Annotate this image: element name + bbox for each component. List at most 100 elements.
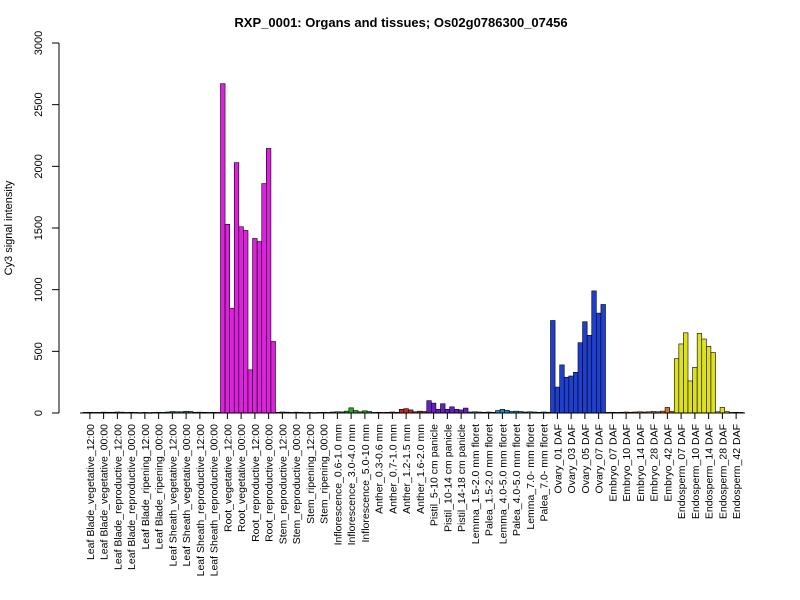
bar <box>696 333 703 414</box>
x-tick-label: Endosperm_14 DAF <box>704 424 716 519</box>
bar <box>261 183 267 414</box>
y-tick-label: 1500 <box>33 216 45 240</box>
x-tick-label: Embryo_10 DAF <box>621 424 633 502</box>
bar <box>252 238 258 414</box>
bar <box>435 408 441 414</box>
bar <box>710 352 716 414</box>
x-tick-label: Ovary_07 DAF <box>594 424 606 493</box>
x-tick-label: Stem_ripening_12:00 <box>305 424 317 524</box>
x-tick-label: Root_vegetative_12:00 <box>222 424 234 532</box>
x-tick-label: Palea_4.0-5.0 mm floret <box>511 424 523 536</box>
x-tick-label: Root_reproductive_00:00 <box>264 424 276 542</box>
x-tick-label: Leaf Blade_reproductive_12:00 <box>112 424 124 570</box>
bar <box>398 408 405 414</box>
bar <box>499 408 505 414</box>
x-tick-label: Pistil_10-14 cm panicle <box>442 424 454 532</box>
bar <box>444 408 450 414</box>
x-tick-label: Leaf Sheath_reproductive_12:00 <box>195 424 207 577</box>
y-axis-label: Cy3 signal intensity <box>3 180 15 275</box>
x-tick-label: Stem_reproductive_12:00 <box>277 424 289 544</box>
x-axis-ticks <box>89 413 737 419</box>
bar <box>664 407 670 414</box>
x-tick-label: Anther_1.2-1.5 mm <box>401 424 413 514</box>
bar <box>582 321 588 414</box>
x-tick-label: Anther_0.7-1.0 mm <box>387 424 399 514</box>
bar <box>559 364 565 414</box>
bar <box>220 83 226 414</box>
x-tick-label: Leaf Sheath_vegetative_12:00 <box>167 424 179 567</box>
x-tick-label: Palea_7.0- mm floret <box>539 424 551 522</box>
bar <box>683 332 689 414</box>
x-tick-label: Ovary_03 DAF <box>566 424 578 493</box>
bar <box>701 338 707 414</box>
bar <box>440 403 446 414</box>
y-tick-label: 2500 <box>33 92 45 116</box>
y-tick-label: 3000 <box>33 31 45 55</box>
x-tick-label: Embryo_14 DAF <box>635 424 647 502</box>
x-tick-label: Root_reproductive_12:00 <box>250 424 262 542</box>
bar <box>577 342 583 414</box>
x-tick-label: Embryo_42 DAF <box>662 424 674 502</box>
x-tick-label: Anther_0.3-0.6 mm <box>374 424 386 514</box>
x-tick-label: Lemma_7.0- mm floret <box>525 424 537 530</box>
y-tick-label: 1000 <box>33 277 45 301</box>
x-tick-label: Leaf Blade_vegetative_00:00 <box>99 424 111 560</box>
bar <box>554 386 560 414</box>
bar <box>591 290 597 414</box>
x-tick-label: Root_vegetative_00:00 <box>236 424 248 532</box>
x-tick-label: Stem_reproductive_00:00 <box>291 424 303 544</box>
x-tick-label: Leaf Blade_ripening_12:00 <box>140 424 152 550</box>
bar <box>600 304 606 414</box>
x-tick-label: Embryo_28 DAF <box>649 424 661 502</box>
bar <box>256 241 263 414</box>
bar <box>687 380 693 414</box>
bar <box>229 307 235 414</box>
bar <box>426 400 432 414</box>
bar <box>673 358 680 414</box>
y-tick-label: 500 <box>33 342 45 360</box>
x-tick-label: Endosperm_10 DAF <box>690 424 702 519</box>
x-tick-label: Embryo_07 DAF <box>607 424 619 502</box>
x-tick-label: Leaf Blade_ripening_00:00 <box>154 424 166 550</box>
x-tick-label: Inflorescence_3.0-4.0 mm <box>346 424 358 546</box>
bar <box>247 369 253 414</box>
bar <box>266 148 272 414</box>
bar <box>224 224 230 414</box>
bar <box>678 343 684 414</box>
y-axis-ticks: 0 500 1000 1500 2000 2500 3000 <box>33 31 59 416</box>
x-tick-label: Ovary_05 DAF <box>580 424 592 493</box>
bar <box>719 407 725 414</box>
x-tick-label: Ovary_01 DAF <box>552 424 564 493</box>
x-tick-label: Lemma_1.5-2.0 mm floret <box>470 424 482 544</box>
bar <box>550 320 556 414</box>
x-tick-label: Endosperm_28 DAF <box>717 424 729 519</box>
bar <box>463 407 469 414</box>
x-tick-label: Pistil_14-18 cm panicle <box>456 424 468 532</box>
x-tick-label: Lemma_4.0-5.0 mm floret <box>497 424 509 544</box>
x-tick-label: Inflorescence_0.6-1.0 mm <box>332 424 344 546</box>
x-tick-label: Pistil_5-10 cm panicle <box>429 424 441 526</box>
x-tick-label: Inflorescence_5.0-10 mm <box>360 424 372 543</box>
x-tick-label: Stem_ripening_00:00 <box>319 424 331 524</box>
bar <box>243 230 249 414</box>
bar <box>238 226 244 414</box>
x-tick-label: Endosperm_42 DAF <box>731 424 743 519</box>
x-tick-label: Leaf Blade_reproductive_00:00 <box>126 424 138 570</box>
x-tick-label: Endosperm_07 DAF <box>676 424 688 519</box>
bar <box>568 375 574 414</box>
bar <box>431 402 437 414</box>
x-tick-label: Leaf Sheath_reproductive_00:00 <box>209 424 221 577</box>
bar <box>706 346 712 414</box>
bar <box>453 408 460 414</box>
bar <box>563 376 570 414</box>
chart-title: RXP_0001: Organs and tissues; Os02g07863… <box>234 15 567 30</box>
bar <box>586 334 593 414</box>
bar <box>573 371 579 414</box>
x-axis-labels: Leaf Blade_vegetative_12:00 Leaf Blade_ve… <box>85 424 743 577</box>
x-tick-label: Leaf Blade_vegetative_12:00 <box>85 424 97 560</box>
bar <box>348 407 354 414</box>
y-tick-label: 0 <box>33 410 45 416</box>
x-tick-label: Palea_1.5-2.0 mm floret <box>484 424 496 536</box>
bar <box>403 408 409 414</box>
